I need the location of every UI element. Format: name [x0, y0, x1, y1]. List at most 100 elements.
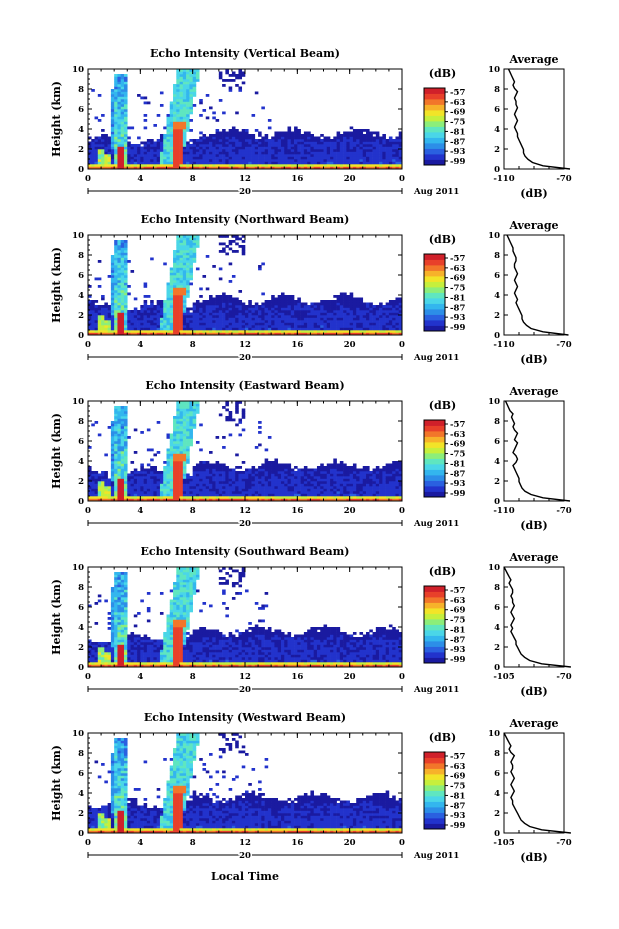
heatmap-cell: [349, 161, 354, 165]
heatmap-cell: [251, 315, 256, 318]
heatmap-cell: [114, 428, 118, 432]
heatmap-cell: [280, 154, 285, 157]
heatmap-cell: [307, 322, 311, 326]
heatmap-cell: [166, 164, 171, 167]
heatmap-cell: [372, 154, 377, 157]
heatmap-cell: [91, 330, 95, 333]
heatmap-cell: [261, 144, 265, 147]
heatmap-cell: [137, 166, 141, 170]
heatmap-cell: [159, 498, 164, 502]
heatmap-cell: [261, 310, 265, 313]
heatmap-cell: [290, 146, 295, 150]
heatmap-cell: [287, 332, 292, 336]
heatmap-cell: [359, 151, 364, 155]
heatmap-cell: [238, 488, 243, 492]
heatmap-cell: [143, 310, 148, 313]
heatmap-cell: [143, 119, 148, 122]
heatmap-cell: [140, 431, 144, 434]
heatmap-cell: [225, 498, 229, 502]
heatmap-cell: [199, 488, 203, 492]
heatmap-cell: [313, 307, 318, 311]
heatmap-cell: [241, 166, 246, 170]
heatmap-cell: [248, 136, 252, 140]
heatmap-cell: [182, 310, 187, 313]
heatmap-cell: [176, 84, 180, 87]
heatmap-cell: [343, 156, 347, 160]
heatmap-cell: [94, 161, 99, 165]
heatmap-cell: [398, 322, 403, 326]
heatmap-cell: [186, 426, 190, 429]
heatmap-cell: [159, 305, 164, 308]
heatmap-cell: [303, 315, 308, 318]
heatmap-cell: [330, 312, 334, 316]
heatmap-cell: [395, 310, 400, 313]
heatmap-cell: [238, 161, 243, 165]
heatmap-cell: [120, 496, 125, 499]
heatmap-cell: [120, 260, 125, 263]
heatmap-cell: [176, 325, 180, 328]
heatmap-cell: [120, 149, 125, 152]
heatmap-cell: [159, 156, 164, 160]
heatmap-cell: [127, 476, 131, 479]
heatmap-cell: [182, 124, 187, 127]
heatmap-cell: [228, 74, 233, 77]
heatmap-cell: [114, 438, 118, 442]
heatmap-cell: [146, 149, 151, 152]
heatmap-cell: [114, 116, 118, 120]
heatmap-cell: [189, 237, 193, 241]
heatmap-cell: [189, 245, 193, 248]
heatmap-cell: [186, 149, 190, 152]
heatmap-cell: [94, 164, 99, 167]
heatmap-cell: [310, 151, 314, 155]
heatmap-cell: [375, 307, 380, 311]
heatmap-cell: [143, 149, 148, 152]
heatmap-cell: [130, 478, 135, 482]
heatmap-cell: [359, 305, 364, 308]
heatmap-cell: [143, 322, 148, 326]
heatmap-cell: [336, 154, 341, 157]
colorbar-swatch: [424, 259, 445, 266]
heatmap-cell: [114, 265, 118, 268]
heatmap-cell: [251, 320, 256, 323]
heatmap-cell: [114, 136, 118, 140]
heatmap-cell: [94, 320, 99, 323]
heatmap-cell: [150, 458, 154, 462]
heatmap-cell: [189, 139, 193, 142]
heatmap-cell: [209, 312, 213, 316]
heatmap-cell: [110, 483, 115, 487]
heatmap-cell: [202, 166, 207, 170]
heatmap-cell: [120, 473, 125, 477]
heatmap-cell: [186, 476, 190, 479]
heatmap-cell: [120, 302, 125, 306]
heatmap-cell: [104, 325, 108, 328]
heatmap-cell: [153, 471, 157, 474]
x-tick-label: 12: [239, 340, 251, 350]
heatmap-cell: [91, 310, 95, 313]
heatmap-cell: [388, 146, 393, 150]
heatmap-cell: [248, 493, 252, 497]
heatmap-cell: [267, 320, 272, 323]
heatmap-cell: [189, 428, 193, 432]
heatmap-cell: [176, 290, 180, 293]
heatmap-cell: [264, 471, 269, 474]
heatmap-cell: [150, 330, 154, 333]
heatmap-cell: [101, 498, 105, 502]
heatmap-cell: [267, 332, 272, 336]
heatmap-cell: [169, 491, 174, 494]
heatmap-cell: [186, 250, 190, 253]
heatmap-cell: [202, 471, 207, 474]
heatmap-cell: [117, 446, 122, 449]
heatmap-cell: [225, 401, 229, 404]
heatmap-cell: [264, 317, 269, 321]
heatmap-cell: [153, 154, 157, 157]
heatmap-cell: [140, 159, 144, 162]
heatmap-cell: [323, 327, 328, 331]
heatmap-cell: [143, 159, 148, 162]
heatmap-cell: [261, 159, 265, 162]
heatmap-cell: [133, 476, 138, 479]
heatmap-cell: [163, 136, 167, 140]
heatmap-cell: [349, 307, 354, 311]
heatmap-cell: [186, 413, 190, 417]
heatmap-cell: [137, 486, 141, 489]
heatmap-cell: [153, 453, 157, 457]
